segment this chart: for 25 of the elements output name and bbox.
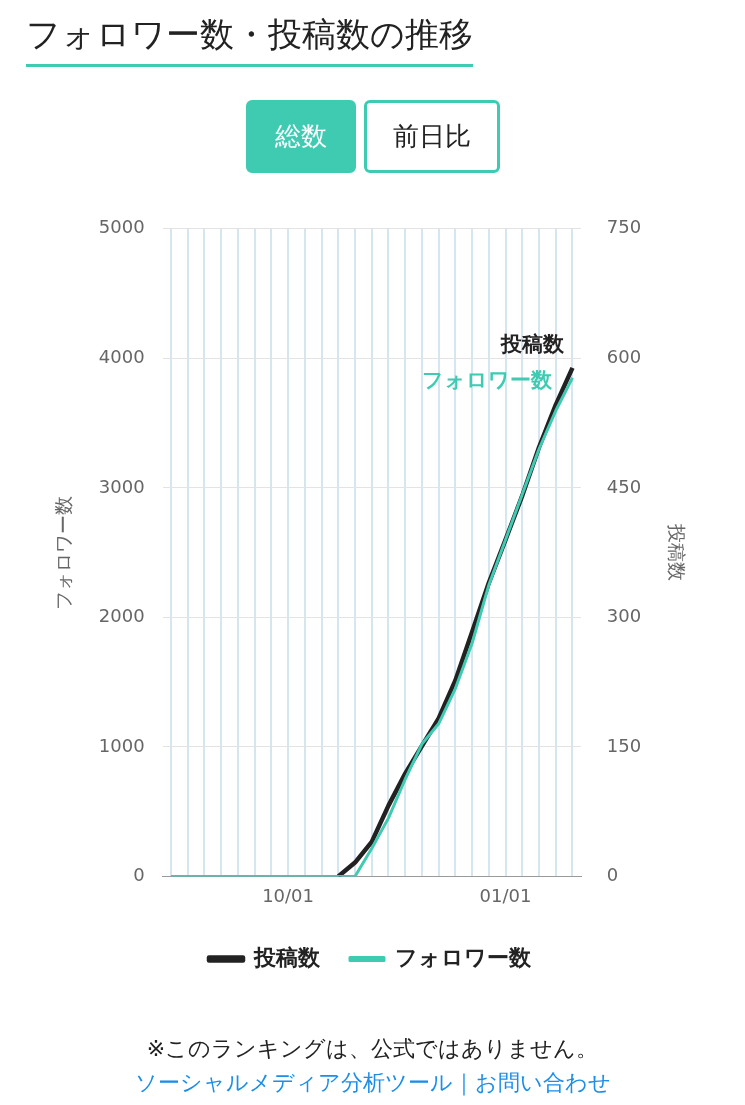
y-axis-title: フォロワー数 [52, 495, 75, 610]
y2-axis-title: 投稿数 [665, 523, 688, 582]
y-tick-label: 0 [133, 864, 145, 886]
y-tick-label: 1000 [98, 734, 145, 756]
text: ソーシャルメディア分析ツール｜お問い合わせ [133, 1069, 612, 1098]
y-tick-label: 4000 [98, 345, 145, 367]
y2-tick-label: 750 [606, 216, 642, 238]
text: ※このランキングは、公式ではありません。 [145, 1035, 600, 1063]
x-tick-label: 10/01 [262, 884, 315, 906]
legend-label: フォロワー数 [395, 944, 532, 970]
y2-tick-label: 450 [606, 475, 642, 497]
y-tick-label: 2000 [98, 605, 145, 627]
x-tick-label: 01/01 [479, 884, 532, 906]
y-tick-label: 3000 [98, 475, 145, 497]
y2-tick-label: 150 [606, 734, 642, 756]
text: 投稿数 [501, 332, 565, 357]
text: 前日比 [363, 100, 500, 173]
y2-tick-label: 600 [606, 345, 642, 367]
text: フォロワー数 [422, 368, 553, 393]
y-tick-label: 5000 [98, 216, 145, 238]
y2-tick-label: 0 [606, 864, 619, 886]
y2-tick-label: 300 [606, 605, 642, 627]
chart-title: フォロワー数・投稿数の推移 [26, 12, 473, 67]
legend-label: 投稿数 [253, 944, 321, 970]
text: 総数 [245, 100, 356, 173]
